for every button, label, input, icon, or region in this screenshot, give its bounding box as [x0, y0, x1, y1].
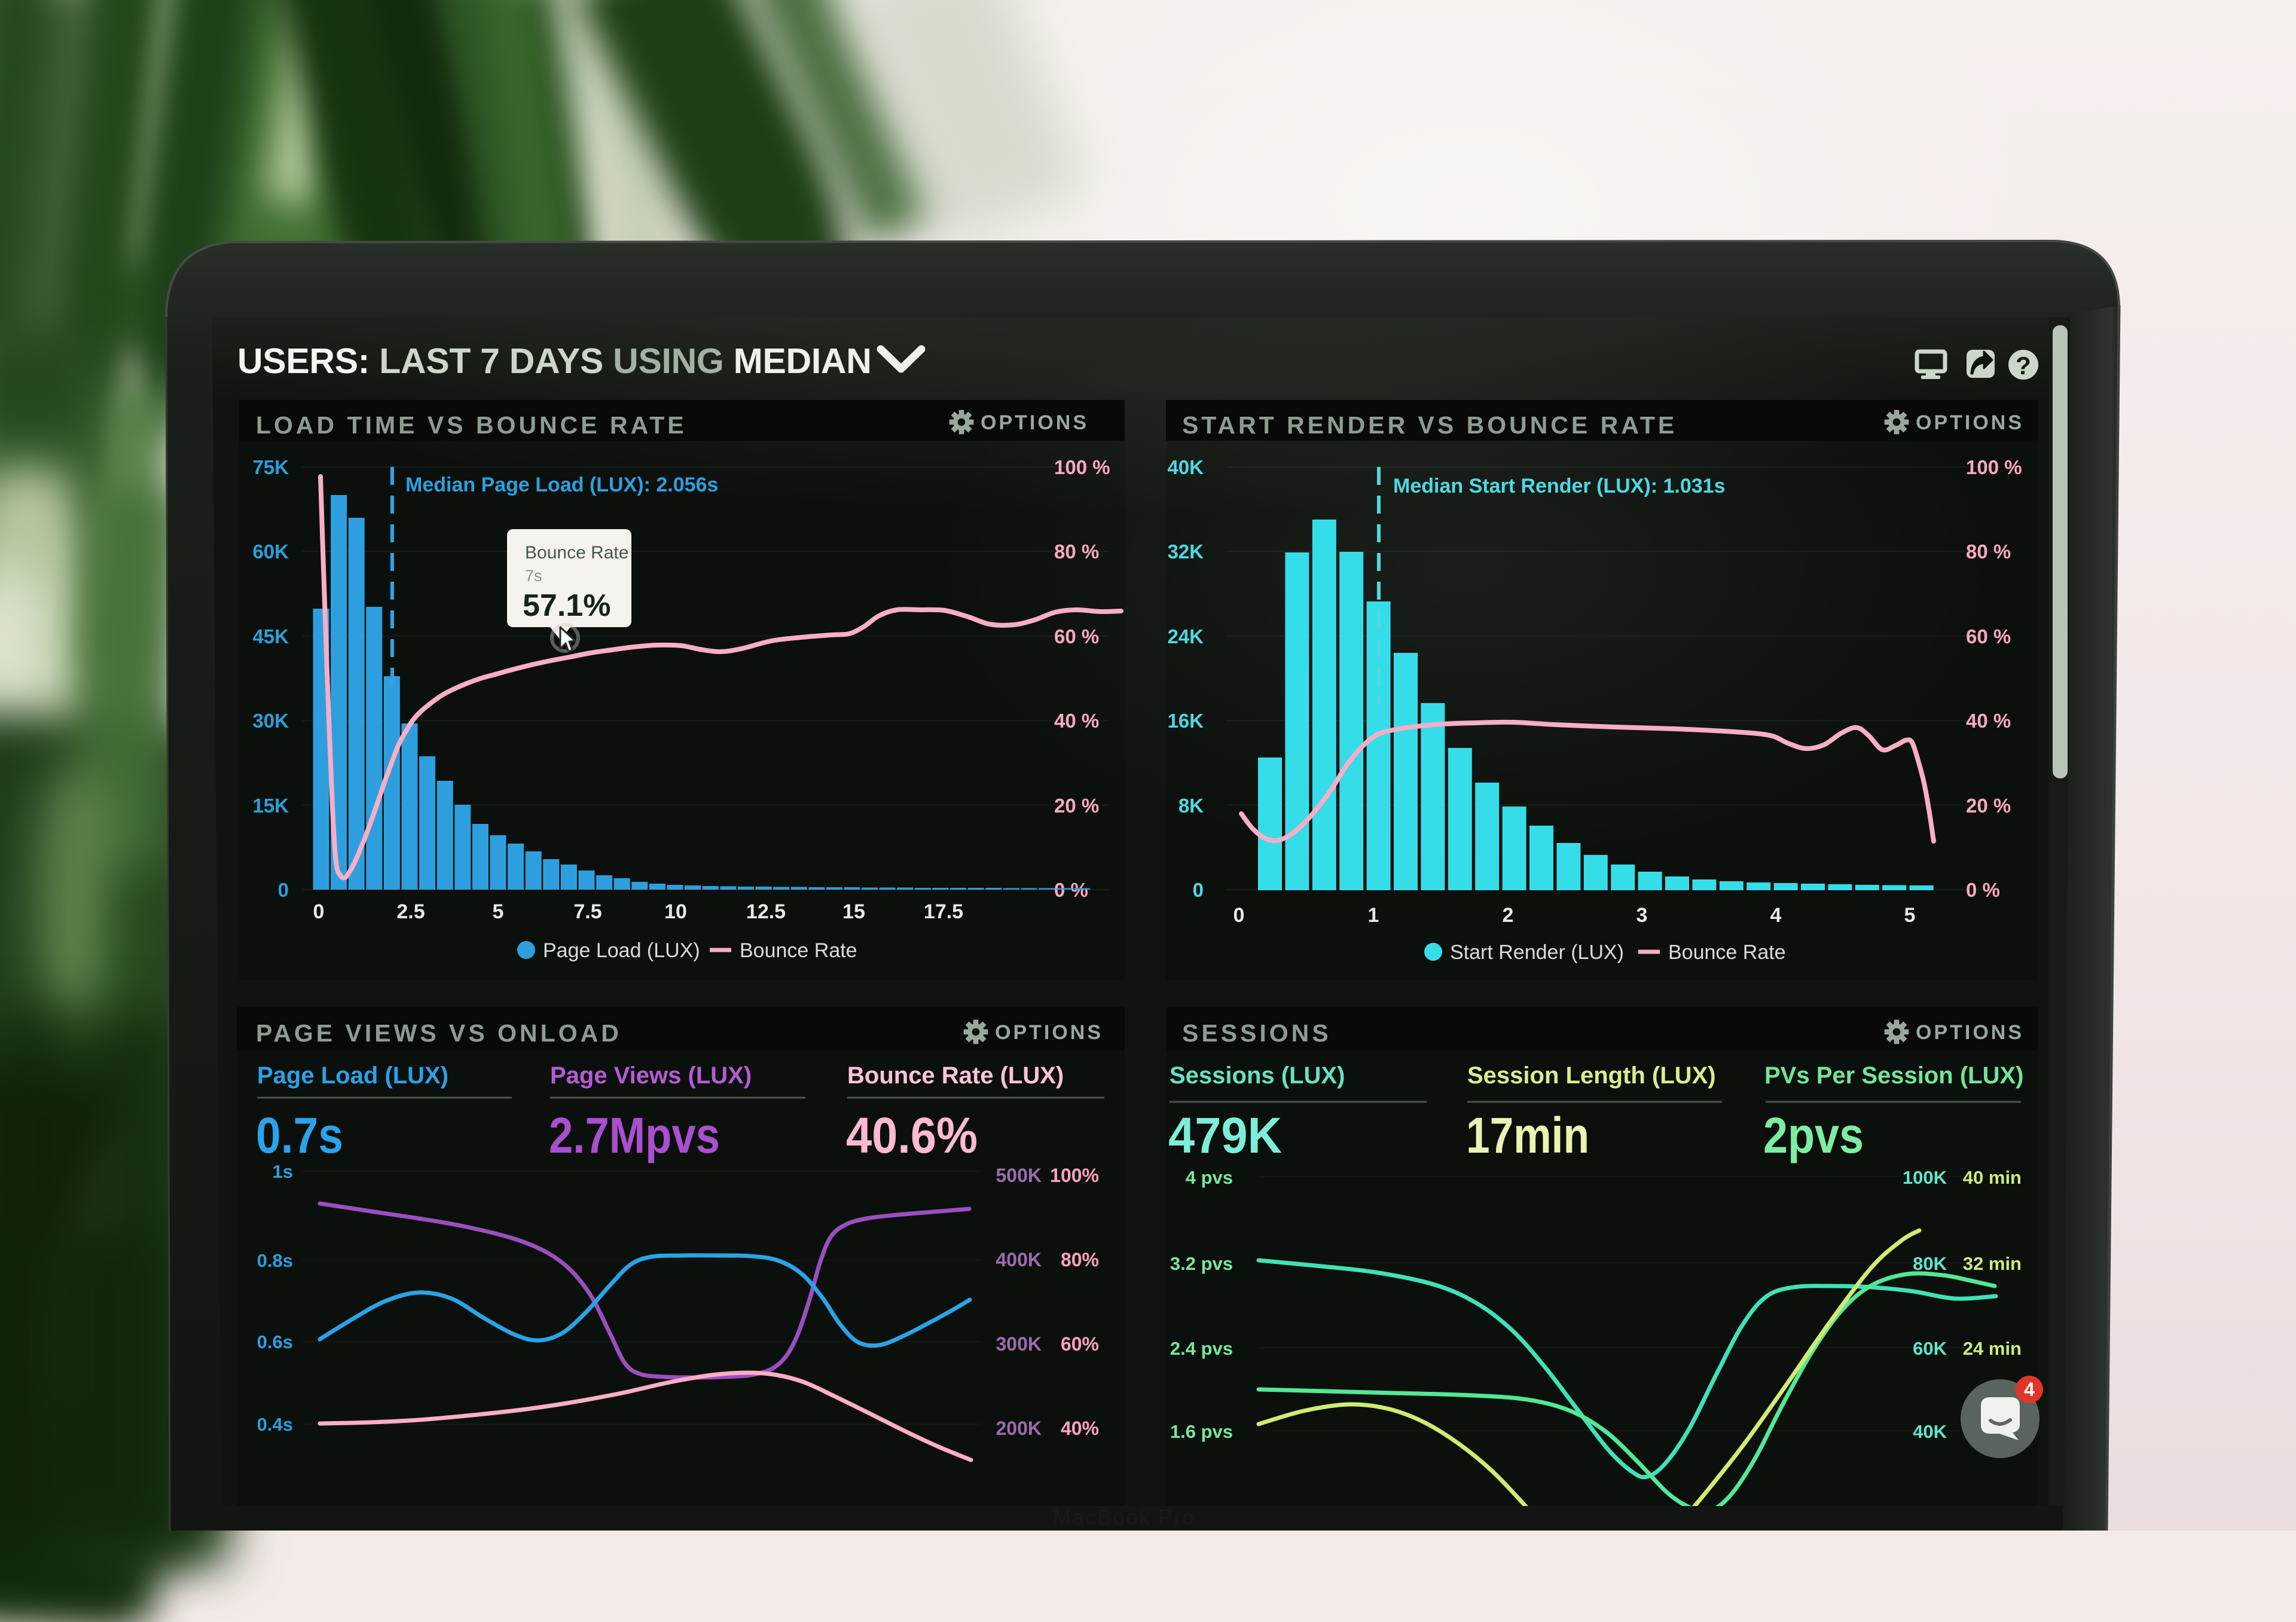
svg-text:40 %: 40 % [1054, 710, 1099, 732]
svg-text:20 %: 20 % [1054, 795, 1099, 817]
svg-text:Bounce Rate: Bounce Rate [525, 543, 628, 563]
svg-text:Sessions (LUX): Sessions (LUX) [1170, 1062, 1345, 1089]
svg-text:40%: 40% [1061, 1418, 1099, 1439]
svg-text:40K: 40K [1167, 456, 1204, 478]
svg-text:Median Page Load (LUX): 2.056s: Median Page Load (LUX): 2.056s [405, 474, 718, 496]
svg-text:1.6 pvs: 1.6 pvs [1170, 1421, 1233, 1442]
svg-text:40.6%: 40.6% [846, 1107, 978, 1163]
svg-text:USERS: LAST 7 DAYS USING MEDIA: USERS: LAST 7 DAYS USING MEDIAN [237, 341, 872, 381]
svg-text:80 %: 80 % [1966, 540, 2011, 563]
svg-text:Page Load (LUX): Page Load (LUX) [257, 1062, 448, 1089]
svg-text:75K: 75K [252, 456, 289, 478]
svg-text:OPTIONS: OPTIONS [1916, 411, 2024, 434]
svg-text:0: 0 [278, 879, 289, 901]
svg-text:12.5: 12.5 [746, 900, 786, 923]
svg-text:17.5: 17.5 [924, 900, 963, 923]
svg-text:45K: 45K [252, 625, 289, 647]
svg-text:7.5: 7.5 [573, 900, 602, 923]
svg-text:60K: 60K [1913, 1338, 1947, 1359]
svg-text:30K: 30K [252, 710, 289, 732]
svg-text:5: 5 [1904, 904, 1916, 927]
svg-text:100K: 100K [1903, 1167, 1947, 1188]
svg-text:2.4 pvs: 2.4 pvs [1170, 1338, 1233, 1359]
svg-text:479K: 479K [1168, 1107, 1282, 1163]
svg-text:4: 4 [1770, 904, 1782, 927]
svg-text:MacBook Pro: MacBook Pro [1053, 1505, 1195, 1529]
svg-text:16K: 16K [1167, 710, 1204, 732]
svg-text:PVs Per Session (LUX): PVs Per Session (LUX) [1764, 1062, 2023, 1089]
svg-text:10: 10 [664, 900, 687, 923]
svg-text:0 %: 0 % [1054, 879, 1088, 901]
svg-text:5: 5 [493, 900, 504, 923]
svg-text:0.4s: 0.4s [257, 1414, 293, 1435]
svg-text:Bounce Rate (LUX): Bounce Rate (LUX) [847, 1062, 1064, 1089]
svg-text:60K: 60K [252, 540, 289, 563]
svg-text:500K: 500K [996, 1165, 1042, 1186]
svg-text:Median Start Render (LUX): 1.0: Median Start Render (LUX): 1.031s [1393, 475, 1725, 497]
svg-text:15K: 15K [252, 795, 289, 817]
svg-text:57.1%: 57.1% [523, 588, 610, 623]
svg-text:4: 4 [2024, 1379, 2035, 1400]
svg-text:Start Render (LUX): Start Render (LUX) [1450, 941, 1624, 964]
svg-text:LOAD TIME VS BOUNCE RATE: LOAD TIME VS BOUNCE RATE [256, 411, 687, 439]
svg-text:Page Views (LUX): Page Views (LUX) [550, 1062, 752, 1089]
svg-text:2pvs: 2pvs [1763, 1107, 1864, 1163]
svg-text:400K: 400K [996, 1249, 1042, 1270]
svg-text:2.7Mpvs: 2.7Mpvs [549, 1107, 720, 1163]
svg-text:80 %: 80 % [1054, 540, 1099, 563]
svg-text:20 %: 20 % [1966, 795, 2011, 817]
svg-text:?: ? [2016, 352, 2031, 380]
svg-text:80K: 80K [1913, 1253, 1947, 1274]
svg-text:3.2 pvs: 3.2 pvs [1170, 1253, 1233, 1274]
svg-text:40K: 40K [1913, 1421, 1947, 1442]
svg-text:0.6s: 0.6s [257, 1331, 293, 1352]
svg-text:2: 2 [1503, 904, 1514, 927]
svg-text:1: 1 [1368, 904, 1379, 927]
svg-text:32 min: 32 min [1963, 1253, 2022, 1274]
svg-text:OPTIONS: OPTIONS [981, 411, 1089, 434]
svg-text:0: 0 [1193, 879, 1204, 901]
svg-text:80%: 80% [1061, 1249, 1099, 1270]
svg-text:60%: 60% [1061, 1333, 1099, 1355]
svg-text:PAGE VIEWS VS ONLOAD: PAGE VIEWS VS ONLOAD [256, 1019, 622, 1047]
svg-text:60 %: 60 % [1054, 625, 1099, 647]
svg-text:60 %: 60 % [1966, 625, 2011, 647]
svg-text:40 min: 40 min [1963, 1167, 2022, 1188]
svg-text:100 %: 100 % [1966, 456, 2022, 478]
svg-text:32K: 32K [1167, 540, 1204, 563]
svg-text:24 min: 24 min [1963, 1338, 2022, 1359]
svg-text:17min: 17min [1466, 1107, 1589, 1163]
svg-text:2.5: 2.5 [396, 900, 425, 923]
svg-text:0: 0 [313, 900, 325, 923]
svg-text:300K: 300K [996, 1333, 1042, 1355]
svg-text:100%: 100% [1050, 1165, 1099, 1186]
svg-text:SESSIONS: SESSIONS [1182, 1019, 1332, 1047]
svg-text:0.7s: 0.7s [256, 1107, 343, 1163]
svg-text:Session Length (LUX): Session Length (LUX) [1467, 1062, 1716, 1089]
svg-text:7s: 7s [525, 567, 542, 585]
svg-text:START RENDER VS BOUNCE RATE: START RENDER VS BOUNCE RATE [1182, 411, 1677, 439]
svg-text:0 %: 0 % [1966, 879, 2000, 901]
svg-text:4 pvs: 4 pvs [1186, 1167, 1233, 1188]
svg-text:100 %: 100 % [1054, 456, 1110, 478]
svg-text:24K: 24K [1167, 625, 1204, 647]
svg-text:0: 0 [1234, 904, 1245, 927]
svg-text:OPTIONS: OPTIONS [995, 1021, 1103, 1044]
svg-text:Bounce Rate: Bounce Rate [740, 939, 857, 962]
svg-text:3: 3 [1636, 904, 1648, 927]
svg-text:OPTIONS: OPTIONS [1916, 1021, 2024, 1044]
svg-text:15: 15 [842, 900, 865, 923]
svg-text:40 %: 40 % [1966, 710, 2011, 732]
svg-text:8K: 8K [1178, 795, 1204, 817]
svg-text:1s: 1s [273, 1161, 293, 1182]
svg-text:Page Load (LUX): Page Load (LUX) [543, 939, 700, 962]
svg-text:Bounce Rate: Bounce Rate [1668, 941, 1786, 964]
svg-text:0.8s: 0.8s [257, 1250, 293, 1271]
svg-text:200K: 200K [996, 1418, 1042, 1439]
